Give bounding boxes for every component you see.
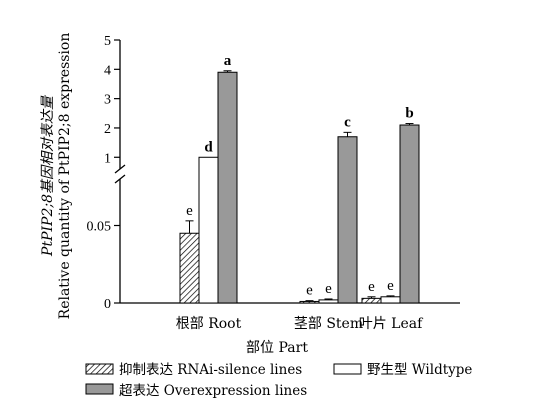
bar-overexpression-2 xyxy=(399,124,420,304)
bar-wildtype-1 xyxy=(318,299,339,304)
x-axis-title: 部位 Part xyxy=(246,340,308,356)
legend-label-rnai: 抑制表达 RNAi-silence lines xyxy=(119,362,302,378)
y-axis-title-line-2: Relative quantity of PtPIP2;8 expression xyxy=(57,33,73,320)
legend-label-wildtype: 野生型 Wildtype xyxy=(367,362,472,378)
y-tick-label: 0.05 xyxy=(87,220,112,235)
legend-swatch-wildtype xyxy=(333,363,362,375)
bar-wildtype-0 xyxy=(198,156,219,304)
bars-group xyxy=(179,70,420,304)
bar-overexpression-1 xyxy=(337,136,358,304)
legend-label-overexpression: 超表达 Overexpression lines xyxy=(119,383,307,399)
significance-letter: e xyxy=(325,281,332,297)
y-tick-label: 2 xyxy=(104,122,111,137)
axis-break-mark xyxy=(114,164,126,174)
x-category-label: 茎部 Stem xyxy=(294,316,363,332)
significance-letter: e xyxy=(306,283,313,299)
significance-letter: e xyxy=(186,203,193,219)
bar-wildtype-2 xyxy=(380,296,401,304)
significance-letter: a xyxy=(224,53,232,69)
bar-rnai-0 xyxy=(179,232,200,304)
y-tick-label: 1 xyxy=(104,151,111,166)
y-tick-label: 5 xyxy=(104,34,111,49)
x-category-label: 根部 Root xyxy=(176,316,242,332)
legend-swatch-overexpression xyxy=(85,383,114,395)
significance-letter: d xyxy=(204,139,213,155)
axes: 0 0.05 1 2 3 4 5 xyxy=(87,34,460,312)
y-tick-label: 0 xyxy=(104,297,111,312)
y-axis-title-line-1: PtPIP2;8基因相对表达量 xyxy=(40,94,56,257)
axis-break-mark xyxy=(114,174,126,184)
significance-letter: c xyxy=(344,114,351,130)
bar-overexpression-0 xyxy=(217,71,238,304)
x-category-label: 叶片 Leaf xyxy=(359,316,424,332)
significance-letter: b xyxy=(405,106,413,122)
significance-letter: e xyxy=(387,278,394,294)
legend-swatch-rnai xyxy=(85,363,114,375)
bar-rnai-1 xyxy=(299,300,320,304)
legend: 抑制表达 RNAi-silence lines 野生型 Wildtype 超表达… xyxy=(85,362,472,399)
y-tick-label: 4 xyxy=(104,63,111,78)
bar-rnai-2 xyxy=(361,297,382,304)
significance-letter: e xyxy=(368,279,375,295)
y-tick-label: 3 xyxy=(104,93,111,108)
